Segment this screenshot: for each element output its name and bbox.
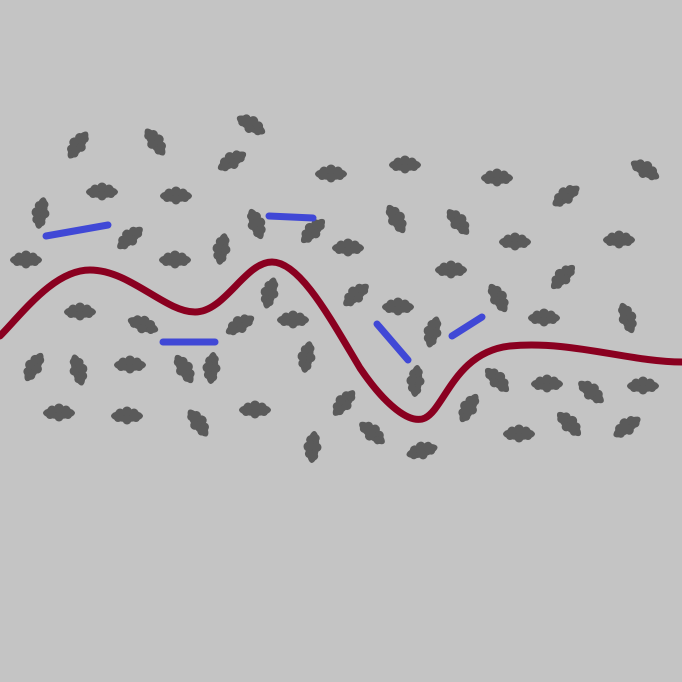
blue-segment [373, 320, 412, 364]
blue-segment [265, 212, 317, 222]
blue-segment [42, 221, 112, 240]
blue-segments [42, 212, 486, 364]
red-curve [0, 258, 682, 423]
blue-segment [448, 313, 486, 340]
